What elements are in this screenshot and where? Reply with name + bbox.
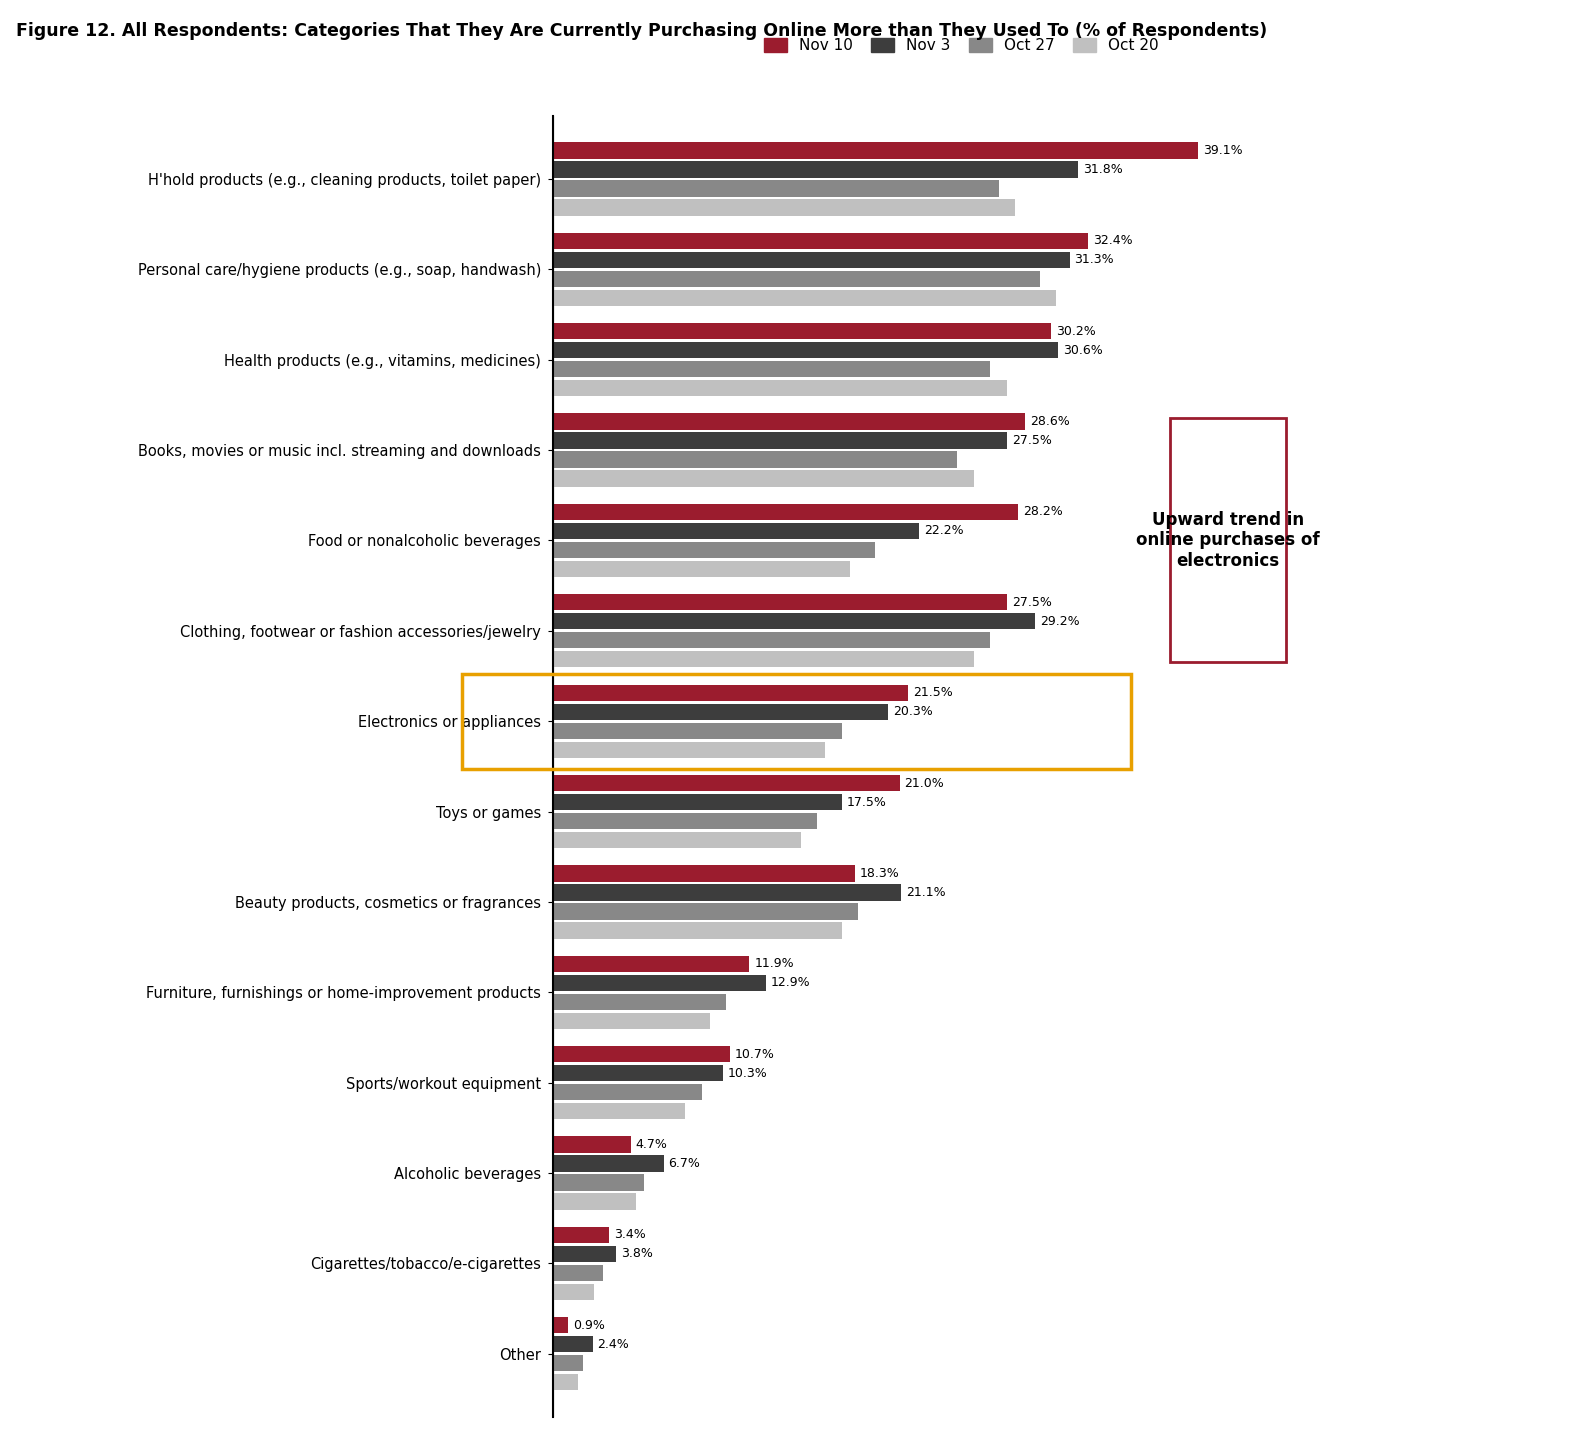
Bar [553, 1137, 630, 1152]
Bar [553, 993, 727, 1009]
Bar [553, 1012, 709, 1030]
Bar [553, 1336, 592, 1352]
Bar [553, 1265, 602, 1281]
Bar [553, 704, 888, 720]
Bar [553, 451, 957, 467]
Text: 29.2%: 29.2% [1040, 615, 1079, 628]
Text: 21.1%: 21.1% [907, 886, 946, 899]
FancyBboxPatch shape [1171, 418, 1286, 662]
Bar [553, 142, 1198, 159]
Bar [553, 1374, 578, 1391]
Text: 27.5%: 27.5% [1011, 434, 1052, 447]
Text: 12.9%: 12.9% [771, 976, 811, 989]
Text: Figure 12. All Respondents: Categories That They Are Currently Purchasing Online: Figure 12. All Respondents: Categories T… [16, 22, 1267, 39]
Bar [553, 1103, 686, 1119]
Text: 22.2%: 22.2% [924, 525, 964, 538]
Bar [553, 1246, 616, 1262]
Text: 31.8%: 31.8% [1082, 163, 1122, 176]
Bar [553, 813, 817, 829]
Bar [553, 742, 825, 758]
Bar [553, 380, 1006, 396]
Bar [553, 831, 801, 849]
Bar [553, 975, 766, 991]
Text: 6.7%: 6.7% [668, 1157, 700, 1170]
Text: 31.3%: 31.3% [1074, 253, 1114, 266]
Bar [553, 1226, 610, 1244]
Bar [553, 523, 920, 539]
Bar [553, 1193, 635, 1210]
Text: Upward trend in
online purchases of
electronics: Upward trend in online purchases of elec… [1136, 510, 1319, 570]
Text: 39.1%: 39.1% [1204, 145, 1243, 158]
Text: 28.6%: 28.6% [1030, 415, 1070, 428]
Bar [553, 865, 855, 882]
Text: 10.7%: 10.7% [735, 1048, 774, 1061]
Text: 27.5%: 27.5% [1011, 596, 1052, 609]
Bar [553, 613, 1035, 629]
Bar [553, 362, 991, 377]
Bar [553, 594, 1006, 610]
Bar [553, 343, 1059, 359]
Text: 32.4%: 32.4% [1093, 234, 1133, 247]
Bar [553, 252, 1070, 268]
Bar [553, 542, 875, 558]
Bar [553, 885, 901, 901]
Bar [553, 904, 858, 920]
Text: 20.3%: 20.3% [893, 706, 932, 719]
Bar [553, 1155, 664, 1171]
Text: 3.8%: 3.8% [621, 1248, 653, 1261]
Bar [553, 162, 1078, 178]
Text: 18.3%: 18.3% [860, 868, 899, 881]
Bar [553, 1317, 567, 1333]
Text: 10.3%: 10.3% [728, 1067, 768, 1080]
Bar [553, 470, 973, 487]
Bar [553, 1066, 724, 1082]
Bar [553, 270, 1040, 286]
Bar [553, 684, 908, 701]
Text: 30.2%: 30.2% [1057, 325, 1097, 338]
Bar [553, 181, 999, 197]
Text: 2.4%: 2.4% [597, 1338, 629, 1351]
Text: 0.9%: 0.9% [574, 1319, 605, 1332]
Bar [553, 1174, 643, 1190]
Bar [553, 432, 1006, 448]
Text: 17.5%: 17.5% [847, 795, 886, 808]
Bar [553, 1084, 702, 1100]
Bar [553, 289, 1057, 307]
Text: 3.4%: 3.4% [615, 1229, 646, 1242]
Bar [553, 1284, 594, 1300]
Legend: Nov 10, Nov 3, Oct 27, Oct 20: Nov 10, Nov 3, Oct 27, Oct 20 [758, 32, 1164, 59]
Bar [553, 723, 842, 739]
Bar [553, 1355, 583, 1371]
Bar [553, 233, 1087, 249]
Bar [553, 794, 842, 810]
Text: 21.0%: 21.0% [904, 777, 945, 790]
Text: 11.9%: 11.9% [754, 957, 795, 970]
Bar [553, 923, 842, 938]
Text: 21.5%: 21.5% [913, 687, 953, 700]
Bar [553, 1045, 730, 1063]
Bar [553, 200, 1014, 215]
Text: 4.7%: 4.7% [635, 1138, 667, 1151]
Text: 28.2%: 28.2% [1024, 506, 1063, 519]
Bar [553, 632, 991, 648]
Bar [553, 775, 899, 791]
Bar [553, 414, 1025, 429]
Text: 30.6%: 30.6% [1063, 344, 1103, 357]
Bar [553, 322, 1051, 340]
Bar [553, 651, 973, 668]
Bar [553, 956, 749, 972]
Bar [553, 561, 850, 577]
Bar [553, 503, 1019, 521]
